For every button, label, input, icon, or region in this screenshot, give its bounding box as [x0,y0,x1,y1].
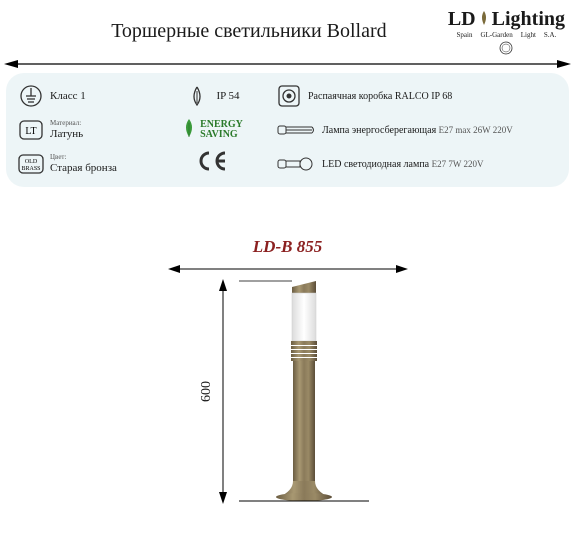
specs-panel: Класс 1 LT Материал: Латунь OLDBRASS Цве… [6,73,569,187]
spec-material: LT Материал: Латунь [18,117,148,143]
logo-ld: LD [448,8,476,31]
specs-col-1: Класс 1 LT Материал: Латунь OLDBRASS Цве… [18,83,148,177]
led-label: LED светодиодная лампа E27 7W 220V [322,159,483,170]
product-drawing: 600 [197,279,379,504]
bollard-illustration [229,279,379,504]
material-badge-icon: LT [18,117,44,143]
specs-col-3: Распаячная коробка RALCO IP 68 Лампа эне… [276,83,557,177]
divider-arrow [0,59,575,69]
spec-led-lamp: LED светодиодная лампа E27 7W 220V [276,151,557,177]
width-dimension [168,263,408,275]
logo-subtitle: Spain GL-Garden Light S.A. [457,31,557,39]
material-text: Материал: Латунь [50,120,83,140]
class-icon [18,83,44,109]
height-dimension-line [217,279,229,504]
ip-icon [184,84,210,110]
finish-badge-icon: OLDBRASS [18,151,44,177]
energy-text: ENERGY SAVING [200,120,243,140]
cfl-lamp-icon [276,117,316,143]
specs-col-2: IP 54 ENERGY SAVING [152,83,272,177]
svg-text:OLD: OLD [25,159,38,165]
cert-badge-icon [499,41,513,55]
page-title: Торшерные светильники Bollard [10,20,448,43]
ip-label: IP 54 [216,90,239,102]
cfl-label: Лампа энергосберегающая E27 max 26W 220V [322,125,513,136]
spec-finish: OLDBRASS Цвет: Старая бронза [18,151,148,177]
junction-label: Распаячная коробка RALCO IP 68 [308,91,452,102]
header: Торшерные светильники Bollard LD Lightin… [0,0,575,59]
svg-text:LT: LT [25,126,36,137]
height-value: 600 [199,382,215,402]
spec-junction: Распаячная коробка RALCO IP 68 [276,83,557,109]
logo-lighting: Lighting [492,8,565,31]
brand-logo: LD Lighting Spain GL-Garden Light S.A. [448,8,565,55]
svg-text:BRASS: BRASS [21,166,40,172]
logo-main: LD Lighting [448,8,565,31]
ce-mark-icon [195,150,229,177]
spec-class: Класс 1 [18,83,148,109]
spec-ip: IP 54 [184,84,239,110]
leaf-icon [478,11,490,29]
product-area: LD-B 855 600 [0,237,575,504]
led-lamp-icon [276,151,316,177]
energy-saving-icon: ENERGY SAVING [181,119,243,141]
finish-text: Цвет: Старая бронза [50,154,117,174]
spec-cfl-lamp: Лампа энергосберегающая E27 max 26W 220V [276,117,557,143]
class-label: Класс 1 [50,90,86,102]
model-number: LD-B 855 [253,237,322,257]
junction-box-icon [276,83,302,109]
